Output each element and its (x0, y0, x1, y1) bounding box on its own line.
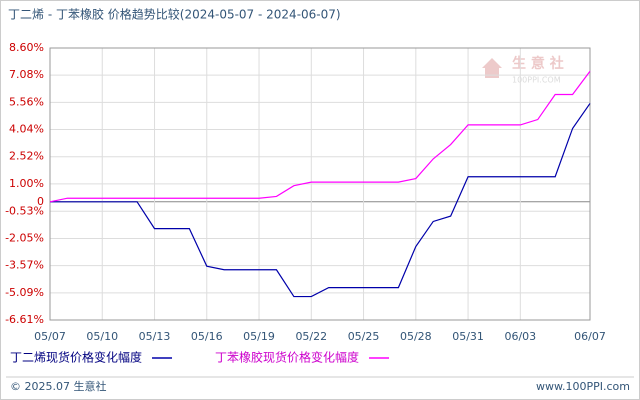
y-tick-label: 0 (37, 195, 44, 208)
legend-label: 丁二烯现货价格变化幅度 (10, 350, 142, 365)
plot-border (49, 47, 591, 321)
series-line (49, 70, 591, 203)
y-tick-label: 7.08% (9, 68, 44, 81)
chart-title: 丁二烯 - 丁苯橡胶 价格趋势比较(2024-05-07 - 2024-06-0… (8, 7, 341, 22)
footer-left: © 2025.07 生意社 (10, 379, 106, 393)
x-tick-label: 05/10 (86, 330, 118, 343)
y-tick-label: 8.60% (9, 41, 44, 54)
y-tick-label: -3.57% (5, 259, 44, 272)
x-tick-label: 06/07 (574, 330, 606, 343)
legend-label: 丁苯橡胶现货价格变化幅度 (215, 350, 359, 365)
x-tick-label: 05/13 (139, 330, 171, 343)
series-line (50, 103, 591, 298)
y-tick-label: -5.09% (5, 286, 44, 299)
y-tick-label: 4.04% (9, 123, 44, 136)
x-tick-label: 05/22 (295, 330, 327, 343)
footer-right: www.100PPI.com (536, 380, 630, 393)
y-tick-label: -2.05% (5, 231, 44, 244)
y-tick-label: -6.61% (5, 313, 44, 326)
x-tick-label: 05/16 (191, 330, 223, 343)
y-tick-label: -0.53% (5, 204, 44, 217)
x-tick-label: 05/25 (348, 330, 380, 343)
y-tick-label: 5.56% (9, 95, 44, 108)
x-tick-label: 05/07 (34, 330, 66, 343)
x-tick-label: 05/31 (452, 330, 484, 343)
watermark-logo (482, 58, 502, 78)
watermark-site: 100PPI.COM (512, 76, 561, 85)
watermark-name: 生 意 社 (512, 55, 564, 72)
y-tick-label: 1.00% (9, 177, 44, 190)
x-tick-label: 06/03 (504, 330, 536, 343)
watermark: 生 意 社 100PPI.COM (482, 55, 564, 85)
x-tick-label: 05/19 (243, 330, 275, 343)
y-tick-label: 2.52% (9, 150, 44, 163)
x-tick-label: 05/28 (400, 330, 432, 343)
